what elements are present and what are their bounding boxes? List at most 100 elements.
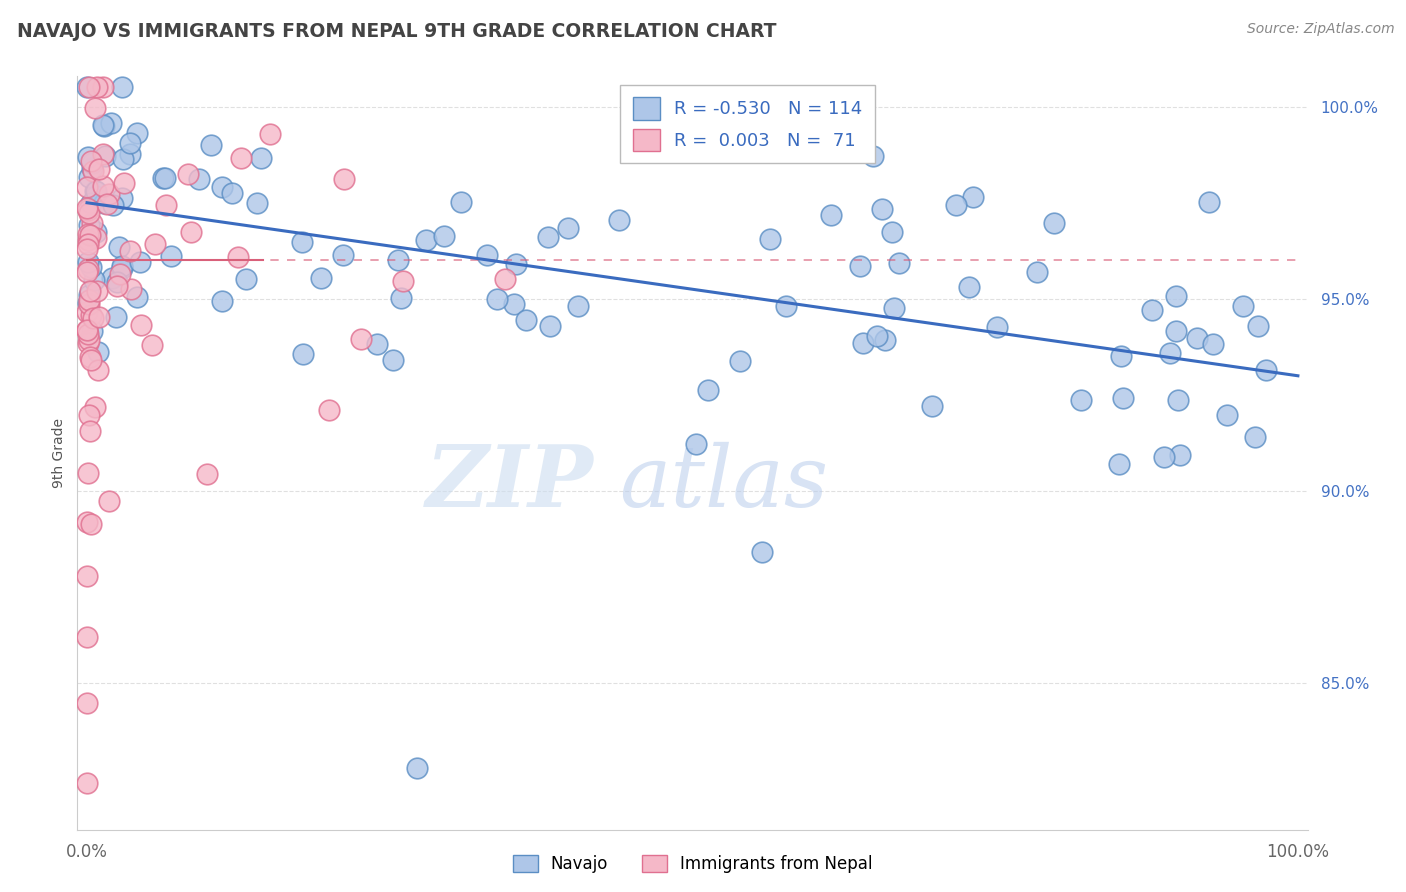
Point <box>77 297 100 311</box>
Point <box>83 400 105 414</box>
Point <box>77 409 100 423</box>
Point <box>945 198 967 212</box>
Point <box>820 209 842 223</box>
Point <box>86 363 108 377</box>
Point <box>221 186 243 200</box>
Point <box>883 301 905 315</box>
Point <box>76 466 98 480</box>
Legend: Navajo, Immigrants from Nepal: Navajo, Immigrants from Nepal <box>505 847 880 881</box>
Point <box>259 127 281 141</box>
Point <box>1142 303 1164 318</box>
Point <box>96 196 118 211</box>
Point <box>176 167 198 181</box>
Text: Source: ZipAtlas.com: Source: ZipAtlas.com <box>1247 22 1395 37</box>
Point <box>93 195 115 210</box>
Point <box>79 153 101 168</box>
Point <box>79 333 101 347</box>
Point <box>86 80 108 95</box>
Point <box>211 294 233 309</box>
Point <box>87 344 110 359</box>
Point <box>685 436 707 450</box>
Point <box>350 332 373 346</box>
Point <box>77 170 100 185</box>
Point <box>80 195 103 210</box>
Point <box>83 273 105 287</box>
Point <box>79 350 101 364</box>
Point <box>105 310 128 324</box>
Point <box>477 248 499 262</box>
Point <box>97 187 120 202</box>
Point <box>94 149 117 163</box>
Point <box>84 225 107 239</box>
Point <box>332 171 354 186</box>
Point <box>77 336 100 351</box>
Point <box>235 272 257 286</box>
Point <box>82 324 104 338</box>
Point <box>1247 318 1270 333</box>
Point <box>111 260 134 275</box>
Point <box>79 284 101 298</box>
Point <box>76 261 98 276</box>
Point <box>1164 288 1187 302</box>
Point <box>567 299 589 313</box>
Point <box>332 248 354 262</box>
Point <box>76 180 98 194</box>
Point <box>77 202 100 217</box>
Point <box>82 163 104 178</box>
Point <box>82 156 104 170</box>
Point <box>80 260 103 274</box>
Point <box>77 234 100 248</box>
Point <box>80 308 103 322</box>
Point <box>77 287 100 301</box>
Point <box>76 515 98 529</box>
Point <box>180 225 202 239</box>
Point <box>86 184 108 198</box>
Point <box>887 256 910 270</box>
Point <box>91 118 114 132</box>
Point <box>1043 216 1066 230</box>
Point <box>76 243 98 257</box>
Point <box>76 80 98 95</box>
Y-axis label: 9th Grade: 9th Grade <box>52 417 66 488</box>
Point <box>111 259 134 273</box>
Point <box>120 244 142 258</box>
Point <box>112 177 135 191</box>
Point <box>1243 430 1265 444</box>
Point <box>120 147 142 161</box>
Point <box>76 568 98 582</box>
Point <box>921 399 943 413</box>
Point <box>1185 331 1208 345</box>
Point <box>84 230 107 244</box>
Point <box>79 218 101 232</box>
Point <box>1254 362 1277 376</box>
Point <box>211 180 233 194</box>
Point <box>387 252 409 267</box>
Point <box>187 172 209 186</box>
Point <box>957 280 980 294</box>
Point <box>759 232 782 246</box>
Point <box>129 255 152 269</box>
Point <box>1232 300 1254 314</box>
Point <box>108 240 131 254</box>
Text: ZIP: ZIP <box>426 441 595 524</box>
Point <box>77 227 100 241</box>
Point <box>76 304 98 318</box>
Point <box>120 283 142 297</box>
Point <box>406 761 429 775</box>
Point <box>195 467 218 481</box>
Point <box>79 516 101 531</box>
Point <box>111 80 134 95</box>
Point <box>76 265 98 279</box>
Point <box>249 151 271 165</box>
Point <box>866 328 889 343</box>
Point <box>1202 336 1225 351</box>
Point <box>536 230 558 244</box>
Point <box>1166 392 1188 407</box>
Point <box>79 352 101 367</box>
Point <box>502 297 524 311</box>
Point <box>84 189 107 203</box>
Point <box>89 310 111 325</box>
Point <box>91 80 114 95</box>
Point <box>389 291 412 305</box>
Point <box>79 293 101 307</box>
